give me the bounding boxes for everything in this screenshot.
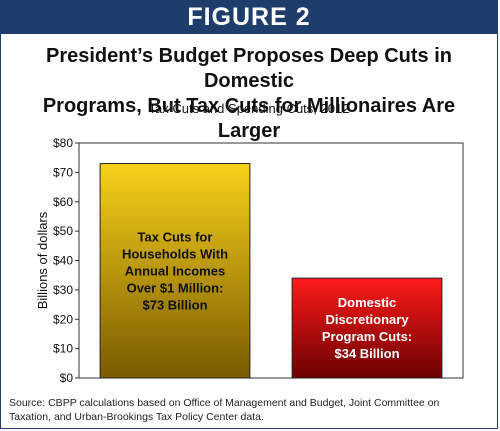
chart-subtitle: Tax Cuts and Spending Cuts, 2012 [148,101,350,116]
bar-1-label-line: Annual Incomes [125,263,225,278]
figure-banner: FIGURE 2 [1,1,497,34]
bar-2 [291,277,443,379]
bar-1-label-line: Tax Cuts for [138,229,213,244]
source-line-1: Source: CBPP calculations based on Offic… [9,397,440,409]
title-line-2: Programs, But Tax Cuts for Millionaires … [42,95,456,142]
bar-1 [99,163,251,379]
source-line-2: Taxation, and Urban-Brookings Tax Policy… [9,411,264,423]
bar-1-label-line: $73 Billion [142,297,207,312]
bar-2-label-line: Domestic [338,295,397,310]
bar-1-label-line: Over $1 Million: [127,280,224,295]
y-tick-label: $0 [60,371,74,385]
bar-2-label-line: $34 Billion [334,346,399,361]
figure-title: President’s Budget Proposes Deep Cuts in… [11,44,487,144]
bar-2-label-line: Discretionary [325,312,409,327]
y-tick-label: $70 [53,165,73,179]
y-tick-label: $20 [53,312,73,326]
source-note: Source: CBPP calculations based on Offic… [9,396,487,424]
y-tick-label: $40 [53,254,73,268]
bar-1-label-line: Households With [122,246,228,261]
title-line-1: President’s Budget Proposes Deep Cuts in… [45,45,452,92]
y-tick-label: $60 [53,195,73,209]
y-tick-label: $50 [53,224,73,238]
y-tick-label: $30 [53,283,73,297]
y-tick-label: $10 [53,342,73,356]
y-axis-label: Billions of dollars [35,211,50,309]
bar-2-label-line: Program Cuts: [322,329,412,344]
y-tick-label: $80 [53,136,73,150]
